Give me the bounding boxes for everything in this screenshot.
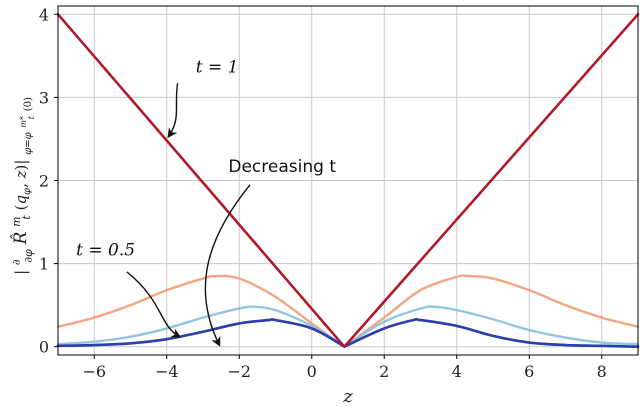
series-line-0	[56, 13, 640, 348]
annotation-arrow	[126, 271, 182, 338]
annotation-arrow	[167, 83, 179, 139]
y-tick-label: 1	[39, 255, 49, 274]
annotation-1: Decreasing t	[204, 157, 336, 347]
y-tick-label: 3	[39, 88, 49, 107]
x-tick-label: 4	[452, 362, 462, 381]
series-lines	[56, 13, 640, 348]
axis-ticks: −6 −4 −2 0 2 4 6 8 0 1 2 3 4	[39, 5, 607, 381]
grid	[58, 6, 638, 355]
x-tick-label: −6	[82, 362, 106, 381]
annotation-label: t = 1	[196, 57, 239, 77]
annotations: t = 1 Decreasing t t = 0.5	[76, 57, 336, 347]
y-axis-label: | ∂ ∂φ R̂ m t (qφ, z)| φ=φ m* t (0)	[6, 97, 38, 275]
annotation-0: t = 1	[167, 57, 239, 139]
annotation-label: Decreasing t	[228, 157, 336, 177]
annotation-label: t = 0.5	[76, 240, 135, 260]
x-axis-label: z	[342, 386, 353, 407]
svg-text:| ∂ ∂φ R̂: | ∂ ∂φ R̂ m t (qφ, z)| φ=φ m* t (0)	[6, 97, 38, 275]
annotation-arrow	[204, 184, 251, 347]
x-tick-label: 8	[597, 362, 607, 381]
y-tick-label: 4	[39, 5, 49, 24]
x-tick-label: 2	[379, 362, 389, 381]
y-tick-label: 0	[39, 338, 49, 357]
y-tick-label: 2	[39, 172, 49, 191]
x-tick-label: −4	[155, 362, 179, 381]
x-tick-label: −2	[227, 362, 251, 381]
x-tick-label: 6	[524, 362, 534, 381]
annotation-2: t = 0.5	[76, 240, 182, 338]
x-tick-label: 0	[307, 362, 317, 381]
